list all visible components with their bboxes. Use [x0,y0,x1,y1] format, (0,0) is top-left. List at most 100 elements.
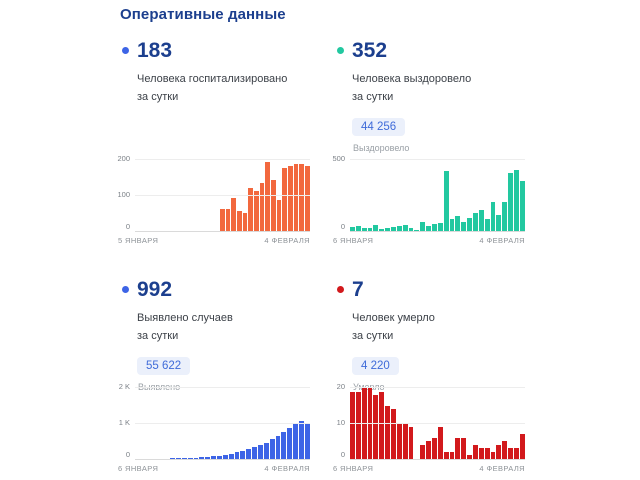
bar [449,452,455,459]
gridline [350,387,525,388]
bar [449,219,455,231]
y-axis-tick-label: 500 [332,154,345,163]
bar [242,213,248,231]
y-axis-tick-label: 0 [125,222,130,231]
stat-label-line1: Человека госпитализировано [137,73,288,85]
bar [193,458,199,459]
bar [187,458,193,459]
stat-label: Человек умерло за сутки [352,309,525,345]
bar [287,428,293,459]
bar [514,170,519,231]
panel-detected-cases: 992 Выявлено случаев за сутки 55 622 Выя… [118,277,310,473]
bar [222,455,228,459]
bar [350,392,355,459]
page-title: Оперативные данные [120,6,286,23]
bar [170,458,176,459]
bar [361,228,367,231]
stat-label-line1: Человек умерло [352,312,435,324]
bar [420,222,426,231]
bars [350,153,525,231]
y-axis-tick-label: 10 [336,418,345,427]
bar [514,448,519,459]
bar [276,200,282,231]
bar [299,421,304,459]
bar [478,210,484,231]
x-axis-start-label: 6 ЯНВАРЯ [118,464,159,473]
stat-label-line2: за сутки [137,91,179,104]
total-caption: Выздоровело [353,143,410,154]
bar [282,168,288,231]
gridline [350,423,525,424]
bar [414,230,420,231]
plot-area: 0 100 200 [117,153,310,232]
bar [432,438,437,459]
bar [231,198,237,231]
bars [350,381,525,459]
bars [135,381,310,459]
bar [508,173,514,231]
bar [461,222,467,231]
gridline [135,423,310,424]
bar [350,227,355,231]
total-badge: 44 256 [352,118,406,137]
bar [293,424,299,459]
bar [373,225,379,231]
y-axis-tick-label: 0 [125,450,130,459]
panel-hospitalized: 183 Человека госпитализировано за сутки … [117,38,310,245]
stat-label-line1: Выявлено случаев [137,312,233,324]
bar [396,424,402,459]
panels-grid: 183 Человека госпитализировано за сутки … [117,38,525,473]
bar [246,449,252,459]
bar [220,209,225,231]
bar [473,445,478,459]
bar [275,436,281,459]
stat-row: 992 [118,277,310,302]
bar [490,202,496,231]
bar [508,448,514,459]
bar [263,443,269,459]
stat-value: 992 [137,278,173,301]
bar [379,229,385,231]
x-axis-end-label: 4 ФЕВРАЛЯ [479,464,525,473]
bar [402,225,408,231]
y-axis-tick-label: 0 [340,450,345,459]
bar [426,226,432,231]
stat-row: 183 [118,38,310,63]
bar [225,209,231,231]
bar [304,424,310,459]
bar [355,226,361,231]
bar [271,180,276,231]
stat-label-line1: Человека выздоровело [352,73,472,85]
total-badge: 55 622 [137,357,191,376]
total-badge: 4 220 [352,357,399,376]
stat-value: 352 [352,39,388,62]
bar [420,445,426,459]
bar [355,392,361,459]
y-axis-tick-label: 200 [117,154,130,163]
y-axis-tick-label: 100 [117,190,130,199]
bar [478,448,484,459]
bar [467,455,473,459]
bar [252,447,258,459]
bar [199,457,205,459]
bar [265,162,271,231]
x-axis-labels: 6 ЯНВАРЯ 4 ФЕВРАЛЯ [333,236,525,245]
bar [408,228,414,231]
stat-label: Выявлено случаев за сутки [137,309,310,345]
total-badge-wrap: 44 256 [352,117,525,137]
bar [484,219,490,231]
bar [217,456,222,459]
stat-row: 7 [333,277,525,302]
bar [237,211,242,231]
bullet-icon [122,47,129,54]
x-axis-end-label: 4 ФЕВРАЛЯ [264,464,310,473]
bar [484,448,490,459]
bar [248,188,254,231]
bar [228,454,234,459]
gridline [135,159,310,160]
bar [254,191,259,231]
bar [437,223,443,231]
bar [443,171,449,231]
bullet-icon [337,286,344,293]
